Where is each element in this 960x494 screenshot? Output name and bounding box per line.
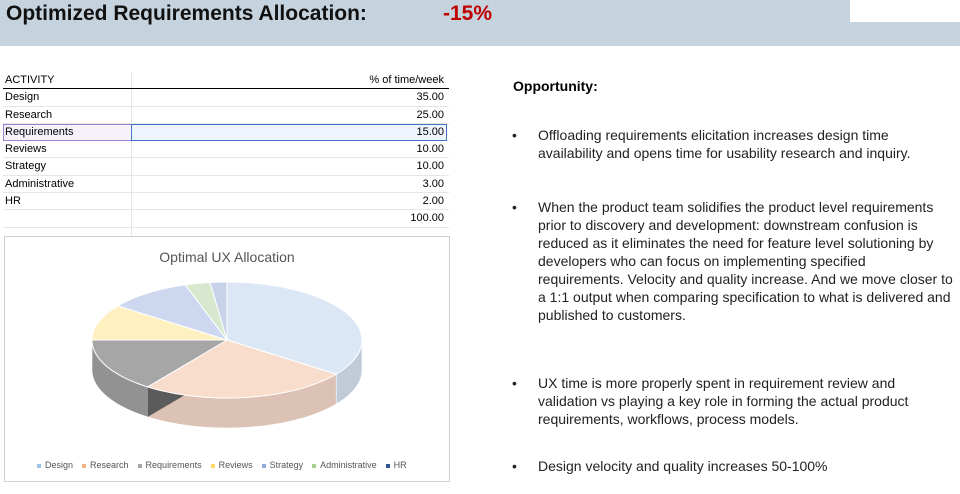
- pie-slice-design[interactable]: [226, 281, 363, 375]
- legend-item-administrative: Administrative: [312, 460, 377, 470]
- legend-label: Strategy: [269, 460, 304, 470]
- bullet-item: • When the product team solidifies the p…: [510, 198, 955, 374]
- cell-activity[interactable]: Administrative: [5, 177, 75, 190]
- legend-label: Design: [45, 460, 74, 470]
- cell-activity[interactable]: HR: [5, 195, 21, 208]
- slide-title: Optimized Requirements Allocation:: [6, 2, 367, 25]
- legend-swatch: [210, 463, 215, 468]
- header-pct: % of time/week: [369, 74, 444, 86]
- table-row[interactable]: Strategy 10.00: [3, 158, 449, 176]
- cell-pct[interactable]: 35.00: [416, 91, 444, 104]
- legend-item-research: Research: [82, 460, 129, 470]
- cell-pct[interactable]: 25.00: [416, 108, 444, 121]
- legend-swatch: [385, 463, 390, 468]
- bullet-mark: •: [512, 199, 517, 215]
- legend-swatch: [37, 463, 41, 468]
- cell-activity[interactable]: Requirements: [5, 125, 74, 138]
- table-total-row[interactable]: 100.00: [3, 210, 449, 228]
- pie-slice-administrative[interactable]: [184, 281, 228, 341]
- table-header: ACTIVITY % of time/week: [3, 72, 449, 90]
- bullet-mark: •: [512, 458, 517, 474]
- bullet-mark: •: [512, 375, 517, 391]
- cell-activity[interactable]: Strategy: [5, 160, 46, 173]
- table-row[interactable]: Administrative 3.00: [3, 176, 449, 194]
- legend-swatch: [137, 463, 142, 468]
- legend-swatch: [82, 463, 87, 468]
- pie-slice-requirements[interactable]: [91, 339, 229, 388]
- header-activity: ACTIVITY: [5, 74, 55, 86]
- cell-activity[interactable]: Reviews: [5, 143, 47, 156]
- legend-item-requirements: Requirements: [137, 460, 202, 470]
- cell-pct[interactable]: 2.00: [422, 195, 444, 208]
- pie-slice-research[interactable]: [146, 339, 338, 399]
- bullet-item: • Offloading requirements elicitation in…: [510, 126, 955, 198]
- legend-item-strategy: Strategy: [261, 460, 304, 470]
- chart-title: Optimal UX Allocation: [159, 249, 295, 265]
- legend-item-design: Design: [37, 460, 73, 470]
- allocation-delta: -15%: [443, 2, 493, 25]
- title-bar: Optimized Requirements Allocation: -15%: [0, 0, 960, 46]
- legend-item-reviews: Reviews: [210, 460, 253, 470]
- cell-pct[interactable]: 3.00: [422, 177, 444, 190]
- title-bar-notch: [850, 0, 960, 22]
- cell-pct[interactable]: 10.00: [416, 143, 444, 156]
- opportunity-heading: Opportunity:: [513, 78, 598, 94]
- pie-slice-hr[interactable]: [209, 281, 228, 341]
- bullet-text: Design velocity and quality increases 50…: [538, 458, 828, 474]
- table-row[interactable]: Reviews 10.00: [3, 141, 449, 159]
- bullet-mark: •: [512, 127, 517, 143]
- legend-label: Research: [90, 460, 129, 470]
- pie-chart[interactable]: Optimal UX Allocation Design Research Requ…: [4, 236, 450, 482]
- legend-label: Requirements: [145, 460, 202, 470]
- opportunity-bullets: • Offloading requirements elicitation in…: [510, 126, 955, 475]
- legend-label: HR: [393, 460, 407, 470]
- bullet-item: • UX time is more properly spent in requ…: [510, 374, 955, 457]
- allocation-table: ACTIVITY % of time/week Design 35.00 Res…: [3, 72, 449, 238]
- table-row-selected[interactable]: Requirements 15.00: [3, 123, 449, 142]
- bullet-item: • Design velocity and quality increases …: [510, 457, 955, 475]
- cell-activity[interactable]: Research: [5, 108, 53, 121]
- legend-label: Reviews: [218, 460, 253, 470]
- pie-slice-strategy[interactable]: [116, 284, 229, 341]
- pie-chart-canvas: [91, 281, 363, 429]
- table-row[interactable]: Design 35.00: [3, 89, 449, 107]
- bullet-text: UX time is more properly spent in requir…: [538, 375, 909, 427]
- bullet-text: When the product team solidifies the pro…: [538, 199, 953, 323]
- legend-swatch: [261, 463, 266, 468]
- pie-slice-reviews[interactable]: [91, 305, 228, 341]
- cell-total[interactable]: 100.00: [410, 212, 444, 225]
- chart-legend: Design Research Requirements Reviews Strateg…: [37, 460, 416, 470]
- legend-swatch: [312, 463, 317, 468]
- cell-pct[interactable]: 15.00: [416, 125, 444, 138]
- bullet-text: Offloading requirements elicitation incr…: [538, 127, 911, 161]
- legend-item-hr: HR: [385, 460, 407, 470]
- cell-pct[interactable]: 10.00: [416, 160, 444, 173]
- table-row[interactable]: HR 2.00: [3, 193, 449, 211]
- table-row[interactable]: Research 25.00: [3, 107, 449, 124]
- legend-label: Administrative: [320, 460, 377, 470]
- cell-activity[interactable]: Design: [5, 91, 40, 104]
- selected-value-outline: [131, 123, 447, 141]
- column-separator: [131, 72, 132, 238]
